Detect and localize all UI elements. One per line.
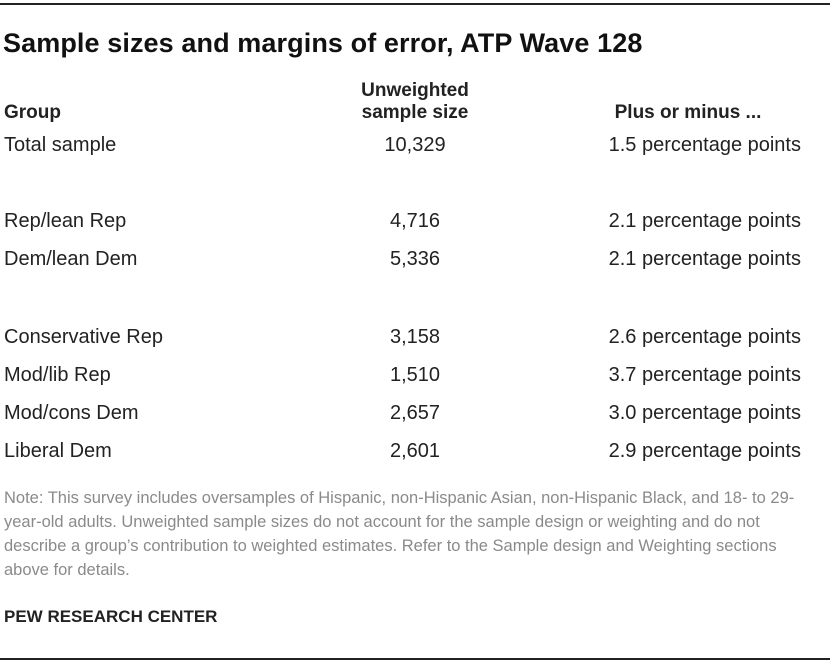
row-margin-of-error: 2.1 percentage points <box>608 248 801 270</box>
table-row-mod-cons-dem: Mod/cons Dem 2,657 3.0 percentage points <box>0 402 830 432</box>
row-sample-size: 5,336 <box>389 248 441 270</box>
column-header-margin-of-error: Plus or minus ... <box>614 102 762 123</box>
column-header-sample-size-line1: Unweighted <box>361 80 469 101</box>
row-sample-size: 4,716 <box>389 210 441 232</box>
source-credit: PEW RESEARCH CENTER <box>4 607 218 626</box>
table-row-total-sample: Total sample 10,329 1.5 percentage point… <box>0 134 830 164</box>
row-sample-size: 2,657 <box>389 402 441 424</box>
row-margin-of-error: 2.1 percentage points <box>608 210 801 232</box>
row-group: Conservative Rep <box>4 326 163 348</box>
top-rule <box>0 3 830 5</box>
table-row-dem-lean-dem: Dem/lean Dem 5,336 2.1 percentage points <box>0 248 830 278</box>
row-group: Dem/lean Dem <box>4 248 138 270</box>
row-sample-size: 10,329 <box>384 134 446 156</box>
table-row-conservative-rep: Conservative Rep 3,158 2.6 percentage po… <box>0 326 830 356</box>
column-header-group: Group <box>4 102 61 123</box>
table-row-mod-lib-rep: Mod/lib Rep 1,510 3.7 percentage points <box>0 364 830 394</box>
row-margin-of-error: 1.5 percentage points <box>608 134 801 156</box>
row-margin-of-error: 3.0 percentage points <box>608 402 801 424</box>
row-sample-size: 3,158 <box>389 326 441 348</box>
row-sample-size: 2,601 <box>389 440 441 462</box>
row-sample-size: 1,510 <box>389 364 441 386</box>
row-group: Rep/lean Rep <box>4 210 127 232</box>
bottom-rule <box>0 658 830 660</box>
column-header-sample-size: Unweighted sample size <box>340 80 490 124</box>
footnote: Note: This survey includes oversamples o… <box>4 489 795 579</box>
row-group: Liberal Dem <box>4 440 112 462</box>
row-margin-of-error: 2.9 percentage points <box>608 440 801 462</box>
column-header-sample-size-line2: sample size <box>361 102 469 123</box>
row-margin-of-error: 2.6 percentage points <box>608 326 801 348</box>
row-group: Total sample <box>4 134 117 156</box>
row-group: Mod/lib Rep <box>4 364 111 386</box>
row-group: Mod/cons Dem <box>4 402 139 424</box>
table-row-rep-lean-rep: Rep/lean Rep 4,716 2.1 percentage points <box>0 210 830 240</box>
table-row-liberal-dem: Liberal Dem 2,601 2.9 percentage points <box>0 440 830 470</box>
row-margin-of-error: 3.7 percentage points <box>608 364 801 386</box>
page-title: Sample sizes and margins of error, ATP W… <box>3 28 643 58</box>
